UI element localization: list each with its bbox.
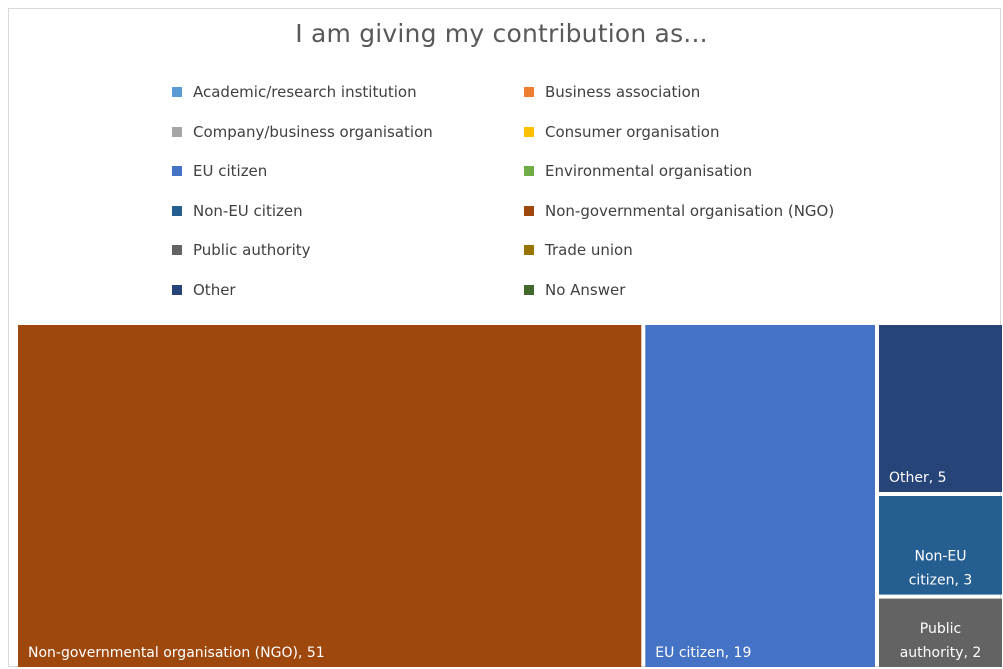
legend-item-public-authority: Public authority [172,240,311,260]
legend-label: Trade union [545,241,633,260]
legend-swatch-consumer-organisation [524,126,534,137]
legend-swatch-trade-union [524,245,534,256]
legend-item-non-eu-citizen: Non-EU citizen [172,201,303,221]
treemap-tile-eu-citizen [645,325,875,667]
legend-swatch-non-governmental-organisation-ngo [524,205,534,216]
treemap-label-line: Public [920,621,961,637]
legend-item-consumer-organisation: Consumer organisation [524,122,719,142]
legend-label: Company/business organisation [193,122,433,141]
legend-label: Business association [545,83,701,101]
treemap-label-line: citizen, 3 [909,573,973,589]
legend-item-no-answer: No Answer [524,280,625,300]
legend-item-trade-union: Trade union [524,240,633,260]
legend-swatch-business-association [524,87,534,97]
legend-label: Other [193,281,236,299]
legend-item-other: Other [172,280,236,300]
treemap-label-non-eu-citizen: Non-EU citizen, 3 [909,549,973,589]
treemap-label-line: Non-governmental organisation (NGO), 51 [28,645,325,661]
treemap-tile-public-authority [879,598,1002,667]
treemap-label-line: Other, 5 [889,470,947,486]
treemap-label-line: authority, 2 [900,645,982,661]
legend-item-business-association: Business association [524,82,700,102]
legend-label: No Answer [545,281,626,299]
legend-item-environmental-organisation: Environmental organisation [524,161,752,181]
legend-item-company-business-organisation: Company/business organisation [172,122,433,142]
legend-swatch-environmental-organisation [524,166,534,177]
legend-swatch-eu-citizen [172,166,182,177]
legend-label: Non-EU citizen [193,201,303,220]
legend-label: Environmental organisation [545,162,753,181]
legend-item-non-governmental-organisation-ngo: Non-governmental organisation (NGO) [524,201,834,221]
treemap-label-non-governmental-organisation-ngo: Non-governmental organisation (NGO), 51 [28,645,325,661]
treemap-tile-non-eu-citizen [879,496,1002,595]
legend-swatch-other [172,285,182,295]
legend-swatch-public-authority [172,245,182,256]
treemap-label-line: Non-EU [914,549,966,565]
legend-swatch-academic-research-institution [172,87,182,97]
legend-swatch-no-answer [524,285,534,295]
legend-label: Public authority [193,241,311,260]
legend-label: Consumer organisation [545,122,720,141]
chart-title: I am giving my contribution as... [295,19,708,48]
treemap-tile-other [879,325,1002,492]
legend-item-eu-citizen: EU citizen [172,161,267,181]
legend-label: Academic/research institution [193,83,417,101]
treemap-label-eu-citizen: EU citizen, 19 [655,645,751,661]
legend-label: Non-governmental organisation (NGO) [545,201,835,220]
legend-label: EU citizen [193,162,268,181]
treemap-label-other: Other, 5 [889,470,947,486]
legend-item-academic-research-institution: Academic/research institution [172,82,417,102]
legend-swatch-non-eu-citizen [172,205,182,216]
treemap-tile-non-governmental-organisation-ngo [18,325,642,667]
legend-swatch-company-business-organisation [172,126,182,137]
treemap-label-public-authority: Public authority, 2 [900,621,982,661]
treemap-label-line: EU citizen, 19 [655,645,751,661]
